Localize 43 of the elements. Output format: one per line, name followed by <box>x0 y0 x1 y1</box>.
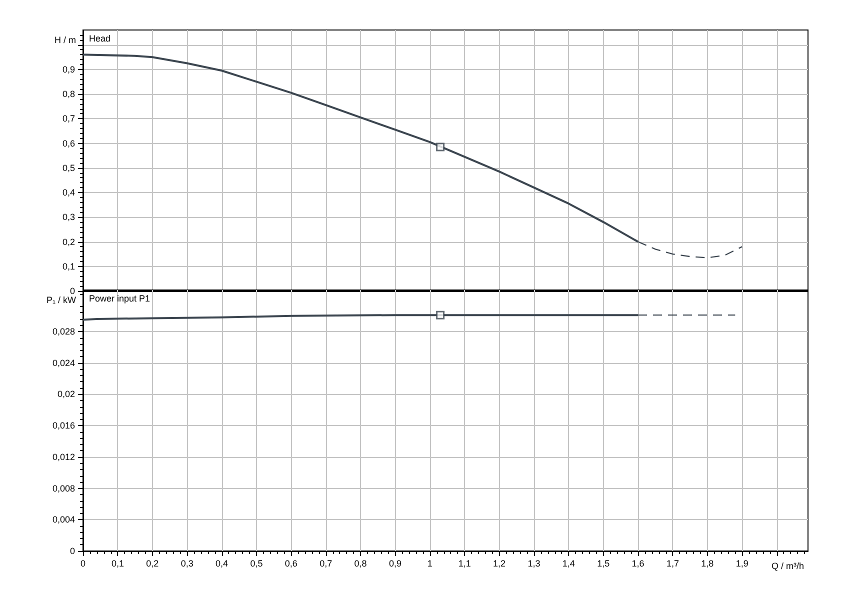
x-tick-label: 1,3 <box>528 558 540 568</box>
y-tick-label: 0,004 <box>52 514 75 525</box>
x-tick-label: 1,5 <box>597 558 610 568</box>
x-tick-label: 1,1 <box>458 558 471 568</box>
x-tick-label: 1,2 <box>493 558 506 568</box>
x-tick-label: 1 <box>427 558 432 568</box>
x-tick-label: 0,2 <box>146 558 159 568</box>
y-tick-label: 0,1 <box>62 261 75 272</box>
y-tick-label: 0 <box>70 286 75 296</box>
x-tick-label: 0,7 <box>320 558 332 568</box>
x-tick-label: 1,4 <box>562 558 575 568</box>
x-tick-label: 0,5 <box>250 558 263 568</box>
y-tick-label: 0,016 <box>52 420 75 431</box>
y-tick-label: 0,02 <box>57 389 75 400</box>
y-tick-label: 0,5 <box>62 162 75 173</box>
x-tick-label: 0,1 <box>111 558 124 568</box>
y-tick-label: 0,3 <box>62 212 75 222</box>
x-tick-label: 0 <box>80 558 86 568</box>
y-tick-label: 0 <box>70 546 75 556</box>
x-tick-label: 0,9 <box>388 558 402 568</box>
x-tick-label: 1,6 <box>632 558 644 568</box>
y-tick-label: 0,008 <box>52 483 75 494</box>
x-tick-label: 0,6 <box>284 558 298 568</box>
y-tick-label: 0,6 <box>62 138 75 148</box>
y-tick-label: 0,9 <box>62 64 75 74</box>
y-tick-label: 0,7 <box>62 114 75 124</box>
x-tick-label: 1,8 <box>701 558 714 568</box>
y-axis-title: H / m <box>54 35 76 45</box>
y-tick-label: 0,024 <box>52 358 75 368</box>
chart-title: Head <box>89 34 111 44</box>
x-axis-title: Q / m³/h <box>771 561 804 571</box>
x-tick-label: 1,7 <box>666 558 679 568</box>
y-tick-label: 0,012 <box>52 452 75 462</box>
y-tick-label: 0,2 <box>62 236 75 247</box>
x-tick-label: 0,3 <box>180 558 194 568</box>
y-tick-label: 0,4 <box>62 188 75 198</box>
x-tick-label: 1,9 <box>736 558 748 568</box>
y-tick-label: 0,028 <box>52 326 75 337</box>
y-tick-label: 0,8 <box>62 89 75 100</box>
y-axis-title: P₁ / kW <box>46 295 76 305</box>
x-tick-label: 0,8 <box>354 558 367 568</box>
chart-title: Power input P1 <box>89 294 150 304</box>
x-tick-label: 0,4 <box>216 558 228 568</box>
